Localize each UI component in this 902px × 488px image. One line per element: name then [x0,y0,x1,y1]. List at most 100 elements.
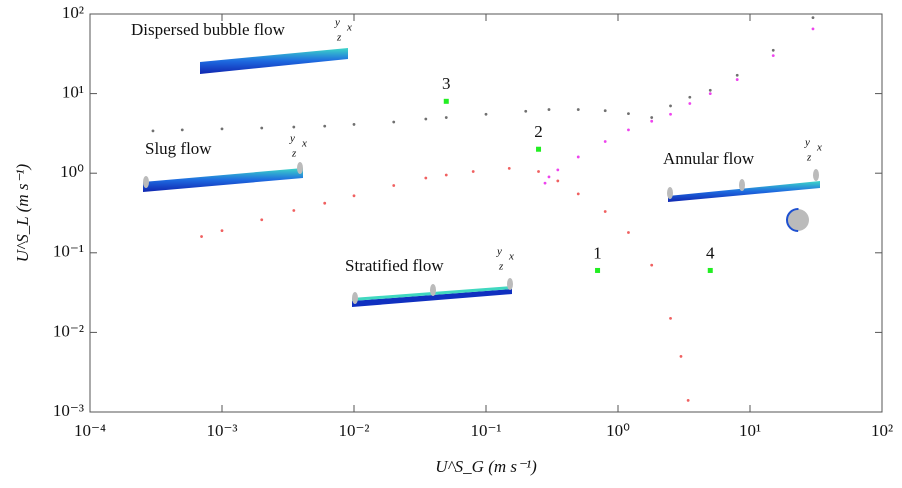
y-tick-label: 10⁻¹ [53,242,84,261]
pipe-annular [668,181,820,202]
boundary-point [603,140,607,143]
pipe-cap [507,278,513,290]
y-axis-label: U^S_L (m s⁻¹) [13,163,32,262]
pipe-cap [739,179,745,191]
y-tick-label: 10¹ [62,83,84,102]
x-tick-label: 10⁻² [338,421,369,440]
pipe-dispersed [200,48,348,74]
regime-label: Slug flow [145,139,212,158]
boundary-point [603,109,607,113]
case-point [595,267,601,273]
boundary-point [484,112,488,116]
x-axis-label: U^S_G (m s⁻¹) [435,457,537,476]
boundary-point [679,354,683,358]
y-tick-label: 10⁻³ [53,401,84,420]
axis-glyph: x [508,251,514,263]
case-label: 4 [706,243,715,262]
y-tick-label: 10⁰ [60,162,84,181]
regime-label: Annular flow [663,149,755,168]
boundary-point [260,126,264,130]
boundary-point [547,175,551,179]
boundary-point [669,112,672,116]
boundary-point [688,102,692,105]
boundary-point [200,235,203,238]
y-tick-label: 10² [62,3,84,22]
axis-glyph: x [816,142,822,154]
case-point [707,267,713,273]
case-label: 2 [534,122,543,141]
pipe-cap [667,187,673,199]
axis-glyph: z [336,32,342,44]
regime-label: Dispersed bubble flow [131,20,286,39]
boundary-point [556,179,560,183]
boundary-point [547,108,551,111]
boundary-point [151,129,155,133]
boundary-point [392,120,396,124]
boundary-point [556,168,560,172]
plot-frame [89,13,883,413]
boundary-point [543,181,547,185]
case-point [536,146,542,152]
regime-label: Stratified flow [345,256,444,275]
case-label: 1 [593,243,602,262]
boundary-point [708,92,712,95]
boundary-point [735,78,739,81]
boundary-point [220,127,224,131]
boundary-point [444,173,448,177]
boundary-point [323,201,327,205]
boundary-point [686,398,690,402]
boundary-point [811,16,815,20]
axis-glyph: y [804,137,810,149]
x-tick-label: 10⁰ [606,421,630,440]
boundary-point [444,116,448,119]
boundary-point [180,128,184,132]
axis-glyph: z [291,148,297,160]
pipe-cap [813,169,819,181]
axis-glyph: y [334,17,340,29]
axis-glyph: y [496,246,502,258]
boundary-point [811,27,815,31]
boundary-point [650,116,654,119]
boundary-point [735,73,739,77]
boundary-point [524,109,528,113]
y-tick-label: 10⁻² [53,321,84,340]
x-tick-label: 10⁻¹ [470,421,501,440]
x-tick-label: 10⁻³ [206,421,237,440]
boundary-point [627,112,630,116]
boundary-point [352,194,356,198]
boundary-point [292,125,296,129]
axis-glyph: x [346,22,352,34]
boundary-point [471,170,475,173]
case-point [443,98,449,104]
boundary-point [669,316,672,320]
case-label: 3 [442,74,451,93]
boundary-point [603,210,607,213]
boundary-point [292,209,296,212]
axis-glyph: y [289,133,295,145]
boundary-point [708,88,712,92]
boundary-point [220,229,224,233]
boundary-point [771,54,775,58]
pipe-cap [430,284,436,296]
boundary-point [650,119,654,123]
x-tick-label: 10² [871,421,893,440]
boundary-point [507,166,511,170]
boundary-point [771,48,775,52]
axis-glyph: z [498,261,504,273]
boundary-point [392,184,396,187]
boundary-point [424,117,428,121]
x-tick-label: 10¹ [739,421,761,440]
x-tick-label: 10⁻⁴ [74,421,106,440]
boundary-point [323,124,327,128]
boundary-point [627,231,630,234]
boundary-point [688,95,692,99]
boundary-point [537,170,540,173]
pipe-cap [297,162,303,174]
boundary-point [650,263,654,267]
axis-glyph: x [301,138,307,150]
pipe-cap [352,292,358,304]
boundary-point [352,123,356,126]
pipe-section [786,208,810,232]
